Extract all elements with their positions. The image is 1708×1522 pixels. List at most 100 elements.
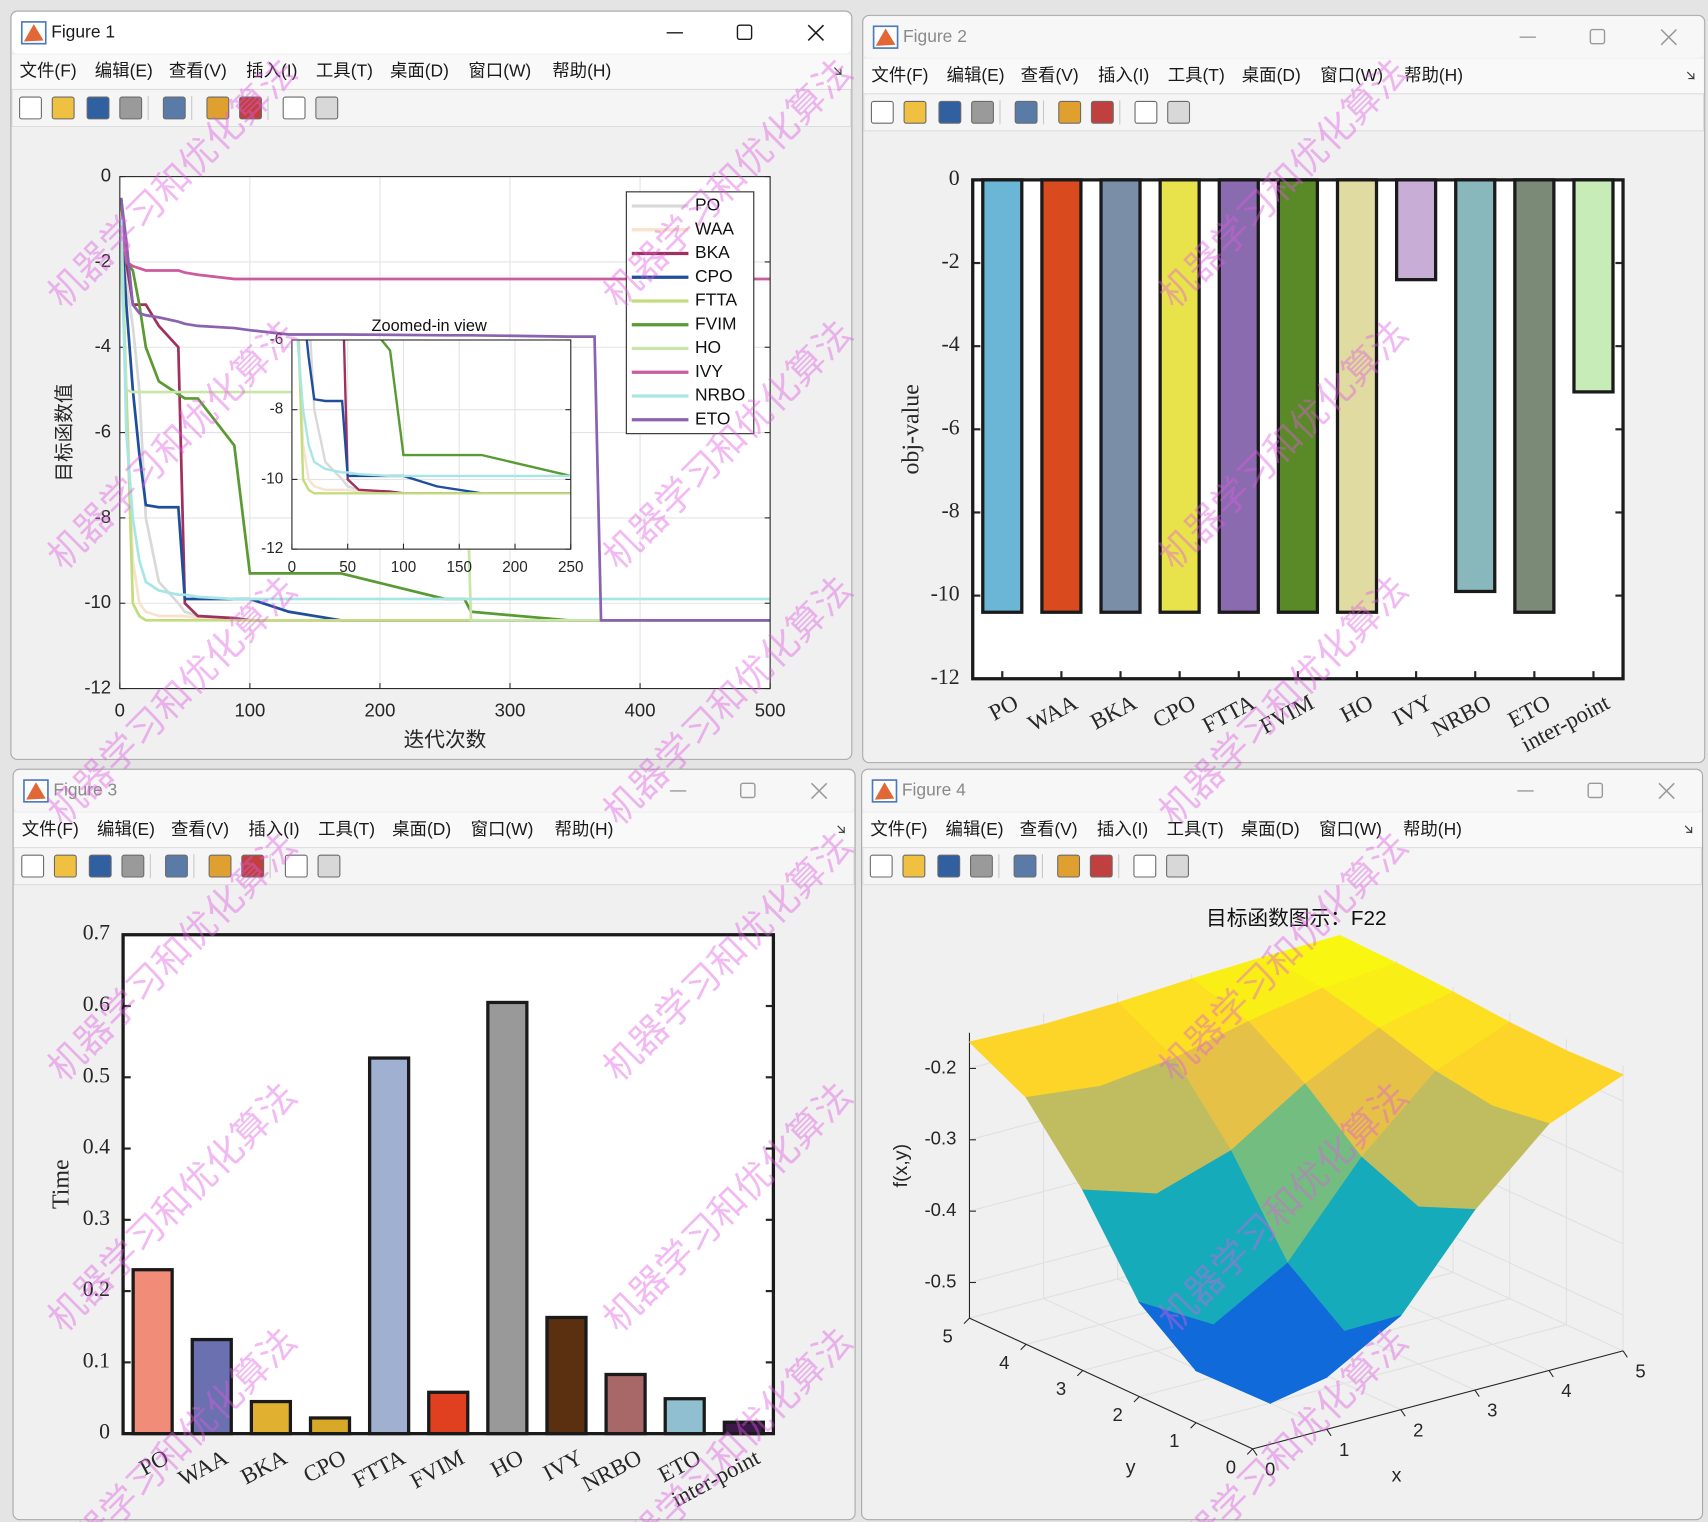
x-axis-label: 迭代次数 [404, 728, 487, 751]
y-axis-label: y [1126, 1457, 1136, 1479]
toolbar-button[interactable] [315, 96, 339, 120]
menu-item[interactable]: 插入(I) [1097, 819, 1148, 839]
menu-item[interactable]: 查看(V) [1021, 65, 1079, 85]
window-icon [26, 782, 46, 800]
menu-item[interactable]: 文件(F) [870, 819, 927, 839]
toolbar-button[interactable] [53, 854, 77, 878]
toolbar-button[interactable] [86, 96, 110, 120]
menu-item[interactable]: 查看(V) [171, 819, 229, 839]
menu-item[interactable]: 窗口(W) [468, 61, 531, 81]
menu-item[interactable]: 文件(F) [871, 65, 928, 85]
menu-item[interactable]: 插入(I) [248, 819, 299, 839]
maximize-button[interactable] [736, 24, 753, 41]
menu-item[interactable]: 编辑(E) [947, 65, 1005, 85]
x-tick-label: 50 [339, 559, 356, 576]
toolbar-button[interactable] [1167, 100, 1191, 124]
toolbar-button[interactable] [119, 96, 143, 120]
menu-item[interactable]: 插入(I) [1098, 65, 1149, 85]
toolbar-button[interactable] [1089, 854, 1113, 878]
menu-item[interactable]: 桌面(D) [390, 61, 449, 81]
maximize-button[interactable] [740, 782, 756, 799]
toolbar-button[interactable] [282, 96, 306, 120]
series-line [119, 197, 771, 622]
x-tick-label: 200 [502, 559, 527, 576]
menu-item[interactable]: 帮助(H) [552, 61, 611, 81]
menu-item[interactable]: 帮助(H) [1403, 819, 1462, 839]
menu-item[interactable]: 查看(V) [1020, 819, 1078, 839]
x-tick-label: 400 [625, 700, 656, 721]
axes-frame [971, 178, 1625, 681]
axes-background [291, 339, 571, 550]
menu-item[interactable]: 文件(F) [20, 61, 77, 81]
y-tick-label: 3 [1056, 1378, 1066, 1399]
toolbar-button[interactable] [869, 854, 893, 878]
close-button[interactable] [1660, 29, 1677, 46]
menu-item[interactable]: 桌面(D) [392, 819, 451, 839]
toolbar-button[interactable] [121, 854, 145, 878]
toolbar-button[interactable] [870, 100, 894, 124]
toolbar-button[interactable] [902, 854, 926, 878]
y-tick-label: 5 [943, 1326, 953, 1347]
window-icon [875, 28, 896, 46]
toolbar-button[interactable] [317, 854, 341, 878]
menu-item[interactable]: 工具(T) [1167, 819, 1224, 839]
menu-item[interactable]: 查看(V) [169, 61, 227, 81]
menu-item[interactable]: 编辑(E) [95, 61, 153, 81]
maximize-button[interactable] [1587, 782, 1604, 799]
menu-item[interactable]: 桌面(D) [1242, 65, 1301, 85]
series-line [119, 261, 771, 622]
toolbar-button[interactable] [206, 96, 230, 120]
close-button[interactable] [807, 24, 825, 41]
menu-item[interactable]: 窗口(W) [1319, 819, 1382, 839]
menu-bar [14, 812, 855, 848]
maximize-button[interactable] [1589, 28, 1606, 45]
close-button[interactable] [810, 782, 828, 800]
toolbar-button[interactable] [19, 96, 42, 120]
toolbar-button[interactable] [903, 100, 927, 124]
toolbar-button[interactable] [21, 854, 45, 878]
menu-arrow [834, 67, 842, 76]
menu-item[interactable]: 工具(T) [318, 819, 375, 839]
tick-mark [1252, 1448, 1258, 1456]
menu-item[interactable]: 桌面(D) [1241, 819, 1300, 839]
menu-item[interactable]: 编辑(E) [97, 819, 155, 839]
y-tick-label: 0.1 [83, 1348, 110, 1372]
close-button[interactable] [1658, 782, 1675, 800]
toolbar-button[interactable] [1013, 854, 1037, 878]
toolbar-button[interactable] [1057, 854, 1081, 878]
y-tick-label: -6 [270, 331, 284, 348]
toolbar-button[interactable] [241, 854, 265, 878]
toolbar-button[interactable] [970, 854, 993, 878]
menu-item[interactable]: 工具(T) [1168, 65, 1225, 85]
y-tick-label: 0.3 [83, 1206, 110, 1230]
menu-item[interactable]: 工具(T) [316, 61, 373, 81]
tick-mark [1133, 1396, 1140, 1403]
menu-item[interactable]: 窗口(W) [1320, 65, 1383, 85]
toolbar-button[interactable] [239, 96, 262, 120]
menu-item[interactable]: 窗口(W) [471, 819, 534, 839]
toolbar-button[interactable] [162, 96, 186, 120]
toolbar-button[interactable] [1166, 854, 1189, 878]
toolbar-button[interactable] [971, 100, 994, 124]
toolbar-button[interactable] [165, 854, 188, 878]
toolbar-button[interactable] [1134, 100, 1158, 124]
window-title: Figure 3 [53, 780, 117, 800]
menu-item[interactable]: 帮助(H) [1404, 65, 1463, 85]
toolbar-button[interactable] [937, 854, 961, 878]
toolbar-button[interactable] [88, 854, 112, 878]
menu-item[interactable]: 帮助(H) [554, 819, 613, 839]
bar [1454, 178, 1497, 594]
y-tick-label: -12 [261, 540, 283, 557]
toolbar-button[interactable] [208, 854, 232, 878]
toolbar-button[interactable] [1014, 100, 1038, 124]
menu-item[interactable]: 文件(F) [22, 819, 79, 839]
toolbar-button[interactable] [938, 100, 962, 124]
toolbar-button[interactable] [51, 96, 75, 120]
menu-item[interactable]: 编辑(E) [946, 819, 1004, 839]
toolbar-button[interactable] [1133, 854, 1157, 878]
menu-item[interactable]: 插入(I) [246, 61, 297, 81]
legend-label: ETO [695, 408, 730, 428]
toolbar-button[interactable] [1058, 100, 1082, 124]
toolbar-button[interactable] [284, 854, 308, 878]
toolbar-button[interactable] [1090, 100, 1114, 124]
